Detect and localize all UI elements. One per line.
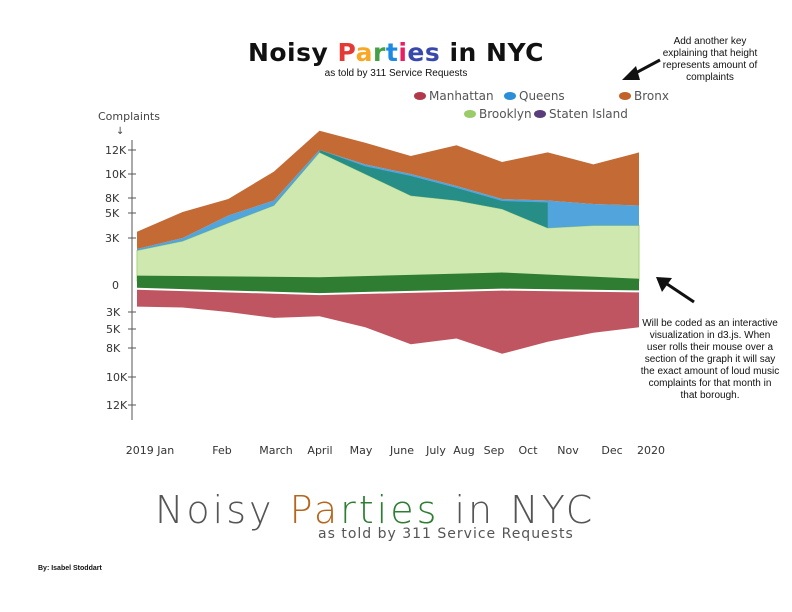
title-part-4: t <box>385 38 399 67</box>
sketch-title-part-0: Noisy <box>155 488 290 532</box>
arrow-head-icon <box>622 66 640 80</box>
legend-swatch <box>534 110 546 118</box>
y-tick-label: 10K <box>105 168 127 181</box>
x-tick-label: April <box>307 444 332 457</box>
legend-label: Brooklyn <box>479 107 532 121</box>
sketch-title-part-2: rties <box>340 488 440 532</box>
y-tick-label: 8K <box>106 342 121 355</box>
sketch-title-part-1: Pa <box>289 488 341 532</box>
x-tick-label: Feb <box>212 444 231 457</box>
annotation-arrow-right <box>663 280 695 304</box>
y-tick-label: 0 <box>112 279 119 292</box>
x-tick-label: Sep <box>484 444 505 457</box>
sketch-title: Noisy Parties in NYC <box>155 488 595 532</box>
y-axis-label: Complaints <box>98 110 160 123</box>
sketch-title-part-3: in NYC <box>439 488 596 532</box>
title-part-0: Noisy <box>247 38 338 67</box>
x-tick-label: Oct <box>518 444 538 457</box>
x-tick-label: 2019 Jan <box>126 444 174 457</box>
title-part-5: i <box>398 38 408 67</box>
y-tick-label: 10K <box>106 371 128 384</box>
title-part-2: a <box>355 38 374 67</box>
x-tick-label: March <box>259 444 293 457</box>
x-tick-label: July <box>425 444 446 457</box>
annotation-note-interactive: Will be coded as an interactive visualiz… <box>640 318 780 401</box>
legend-label: Queens <box>519 89 565 103</box>
y-tick-label: 8K <box>105 192 120 205</box>
legend-swatch <box>414 92 426 100</box>
legend-swatch <box>619 92 631 100</box>
y-tick-label: 12K <box>106 399 128 412</box>
x-tick-label: Nov <box>557 444 579 457</box>
series-queens-accent[interactable] <box>319 150 548 228</box>
y-tick-label: 3K <box>106 306 121 319</box>
series-queens[interactable] <box>137 150 639 251</box>
series-staten-island[interactable] <box>137 272 639 294</box>
chart-subtitle: as told by 311 Service Requests <box>324 68 468 79</box>
byline: By: Isabel Stoddart <box>38 565 102 572</box>
arrow-head-icon <box>656 277 672 292</box>
title-part-1: P <box>337 38 356 67</box>
sketch-subtitle: as told by 311 Service Requests <box>318 526 574 542</box>
title-part-7: in NYC <box>440 38 545 67</box>
y-axis-arrow-icon: ↓ <box>116 126 124 137</box>
legend-swatch <box>504 92 516 100</box>
y-tick-label: 5K <box>106 323 121 336</box>
title-part-3: r <box>373 38 386 67</box>
y-tick-label: 3K <box>105 232 120 245</box>
y-tick-label: 12K <box>105 144 127 157</box>
title-part-6: es <box>407 38 441 67</box>
legend-swatch <box>464 110 476 118</box>
legend-label: Bronx <box>634 89 669 103</box>
x-tick-label: Aug <box>453 444 474 457</box>
chart-title: Noisy Parties in NYC <box>0 38 792 67</box>
x-tick-label: May <box>350 444 373 457</box>
y-tick-label: 5K <box>105 207 120 220</box>
series-bronx[interactable] <box>137 130 639 249</box>
legend-label: Manhattan <box>429 89 494 103</box>
annotation-note-key: Add another key explaining that height r… <box>662 36 758 83</box>
x-tick-label: June <box>389 444 414 457</box>
series-manhattan[interactable] <box>137 289 639 354</box>
x-tick-label: Dec <box>601 444 622 457</box>
legend-label: Staten Island <box>549 107 628 121</box>
x-tick-label: 2020 <box>637 444 665 457</box>
